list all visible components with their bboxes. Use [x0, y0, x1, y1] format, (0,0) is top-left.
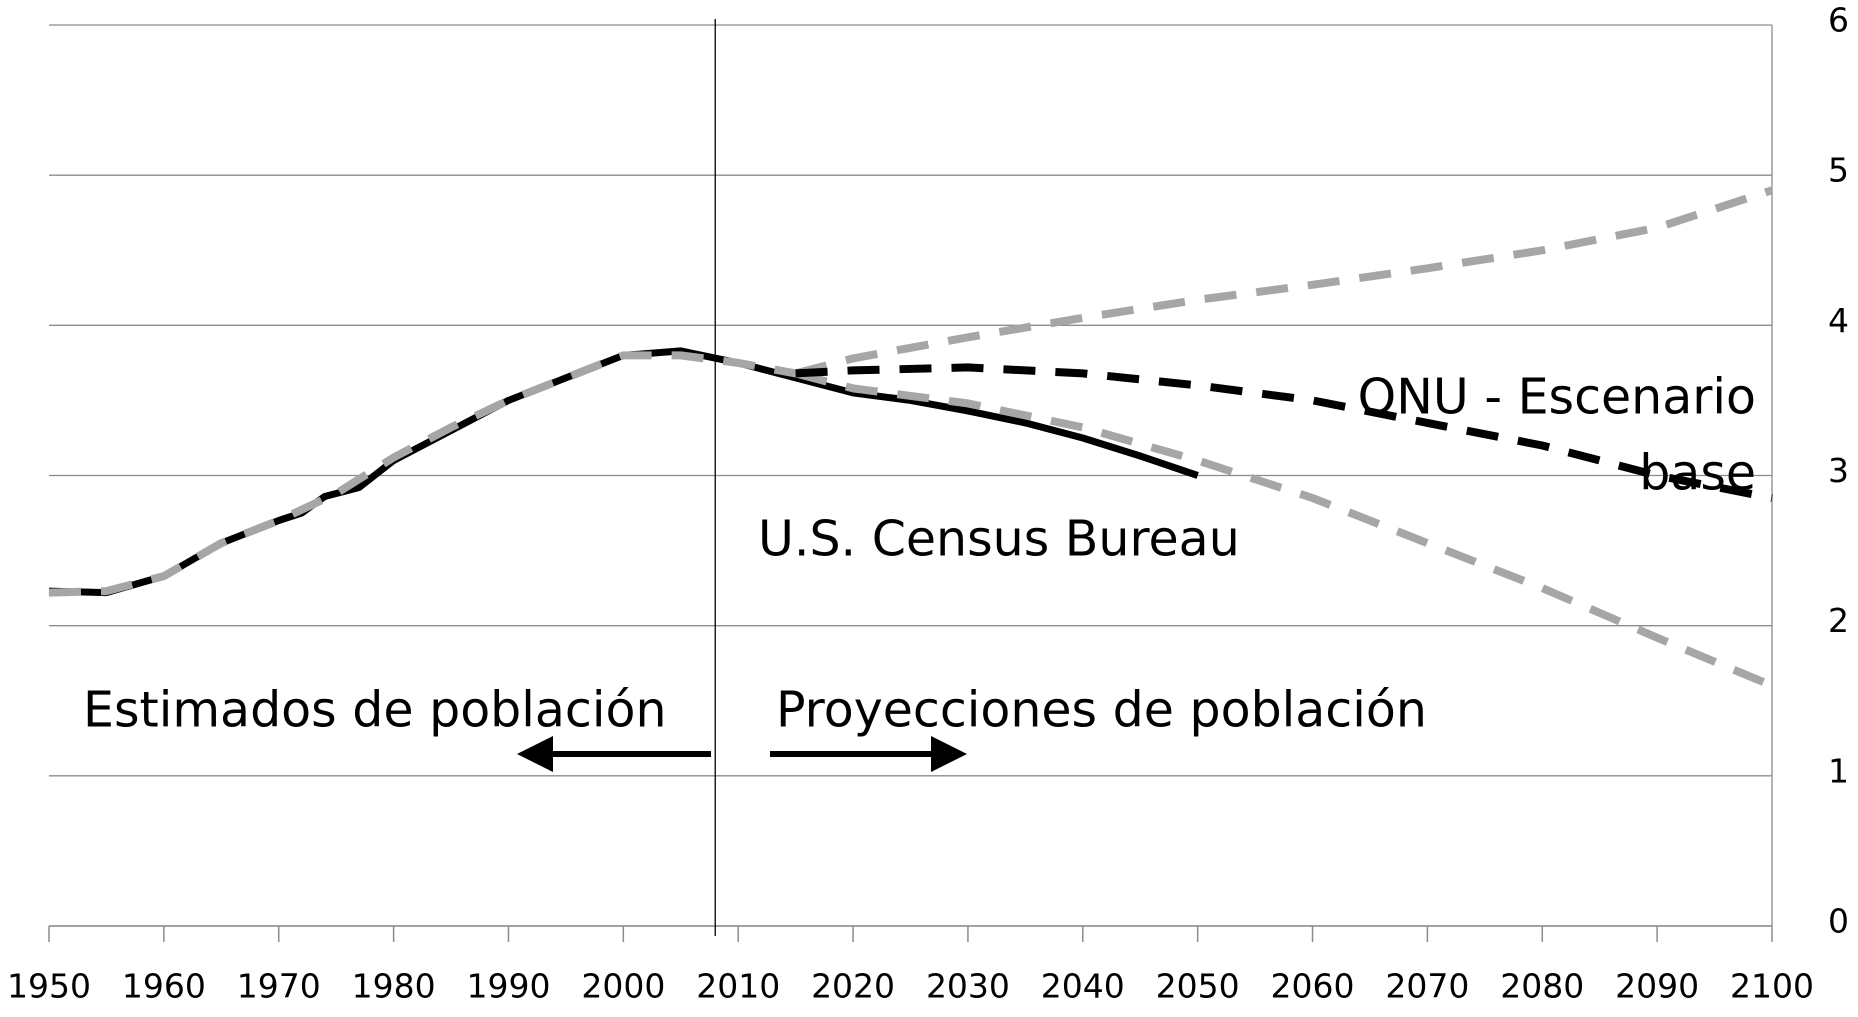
annotation: Estimados de población: [83, 682, 667, 739]
annotation: ONU - Escenario: [1358, 369, 1756, 426]
x-tick-label: 2080: [1500, 967, 1584, 1006]
y-tick-label: 6: [1828, 1, 1849, 40]
x-tick-label: 2020: [811, 967, 895, 1006]
y-tick-label: 5: [1828, 151, 1849, 190]
x-tick-label: 2030: [926, 967, 1010, 1006]
x-tick-label: 2000: [581, 967, 665, 1006]
grid: [48, 19, 1773, 942]
y-tick-label: 1: [1828, 751, 1849, 790]
annotation: Proyecciones de población: [776, 682, 1427, 739]
x-tick-label: 2040: [1041, 967, 1125, 1006]
series-line: [794, 186, 1774, 378]
x-tick-label: 2060: [1271, 967, 1355, 1006]
series-line: [795, 363, 1773, 502]
x-tick-label: 2050: [1156, 967, 1240, 1006]
x-tick-label: 2090: [1615, 967, 1699, 1006]
x-tick-label: 2100: [1730, 967, 1814, 1006]
x-tick-label: 2070: [1385, 967, 1469, 1006]
x-tick-label: 1970: [237, 967, 321, 1006]
y-tick-label: 2: [1828, 601, 1849, 640]
labels: 0 1 2 3 4 5 6 1950 1960 1970 1980 1990 2000 2010 2020 2…: [7, 1, 1849, 1006]
annotation: U.S. Census Bureau: [758, 511, 1240, 568]
y-tick-label: 0: [1828, 902, 1849, 941]
annotation: base: [1639, 445, 1756, 502]
lines: [48, 186, 1774, 690]
series-line: [48, 351, 797, 597]
x-tick-label: 1950: [7, 967, 91, 1006]
y-tick-label: 4: [1828, 301, 1849, 340]
x-tick-label: 1980: [352, 967, 436, 1006]
series-line: [794, 369, 1774, 690]
x-tick-label: 2010: [696, 967, 780, 1006]
y-tick-label: 3: [1828, 451, 1849, 490]
x-tick-label: 1960: [122, 967, 206, 1006]
x-tick-label: 1990: [466, 967, 550, 1006]
